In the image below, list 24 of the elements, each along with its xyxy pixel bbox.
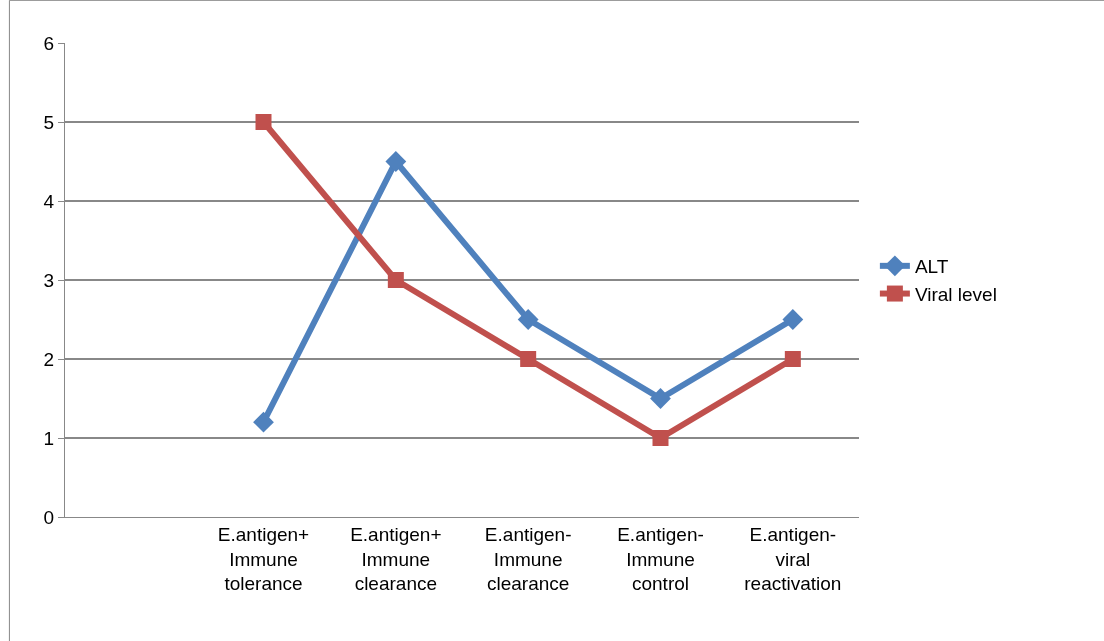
y-tick-label: 6 — [43, 32, 55, 54]
point — [517, 309, 539, 330]
point — [255, 114, 272, 130]
x-tick-label: E.antigen+ Immune clearance — [350, 523, 442, 595]
legend-label: Viral level — [914, 283, 997, 305]
y-tick-label: 5 — [43, 111, 55, 133]
legend-label: ALT — [914, 256, 949, 278]
y-tick-label: 4 — [43, 190, 55, 212]
y-tick-label: 3 — [43, 269, 55, 291]
point — [652, 430, 669, 446]
x-tick-label: E.antigen- Immune clearance — [484, 523, 572, 595]
x-tick-label: E.antigen- viral reactivation — [744, 523, 842, 595]
point — [385, 151, 407, 172]
point — [253, 411, 274, 433]
point — [782, 309, 804, 330]
point — [784, 351, 801, 367]
y-tick-label: 1 — [43, 427, 55, 449]
y-tick-label: 2 — [43, 348, 55, 370]
point — [650, 388, 671, 409]
point — [520, 351, 537, 367]
y-tick-label: 0 — [43, 506, 55, 528]
x-tick-label: E.antigen+ Immune tolerance — [217, 523, 310, 595]
point — [387, 272, 404, 288]
x-tick-label: E.antigen- Immune control — [617, 523, 704, 595]
